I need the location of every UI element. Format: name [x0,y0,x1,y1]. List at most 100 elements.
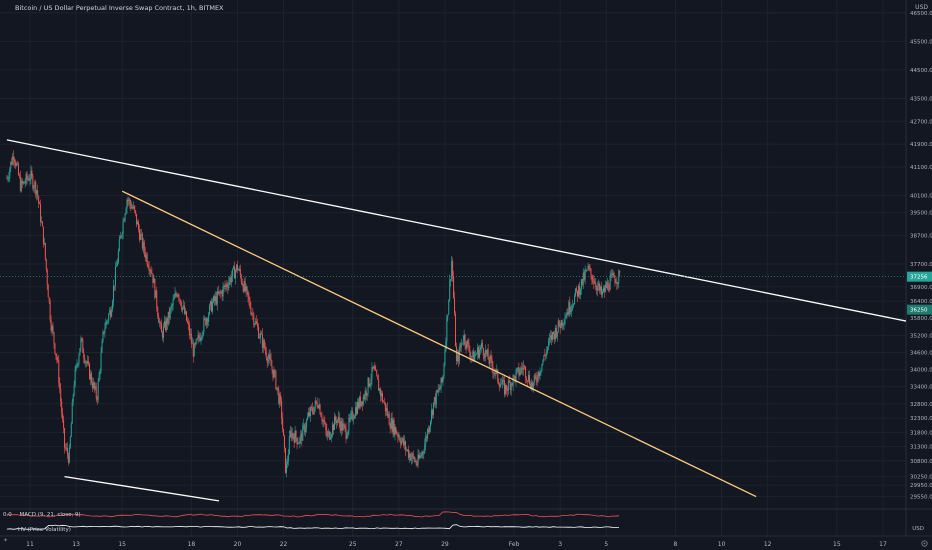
candle-body [241,282,243,286]
candle-body [16,163,18,165]
last-price-tag [907,271,932,282]
candle-body [323,420,325,423]
y-tick-label: 29950.0 [910,483,932,489]
x-tick-label: 8 [674,541,678,548]
candle-body [95,386,97,399]
candle-body [341,420,343,431]
candle-body [223,285,225,287]
candle-body [196,338,198,340]
candle-body [558,320,560,327]
candle-body [166,318,168,325]
candle-body [443,365,445,376]
gear-icon[interactable] [920,539,929,548]
candle-body [488,359,490,364]
candle-body [61,401,63,414]
candle-body [530,382,532,389]
candle-body [549,338,551,341]
hv-line [6,524,620,530]
y-tick-label: 32300.0 [910,416,932,422]
candle-body [72,394,74,403]
candle-body [595,282,597,288]
candle-body [149,270,151,272]
candle-body [183,305,185,308]
hv-legend[interactable]: HV (Price Volatility) [18,527,71,533]
candle-body [399,436,401,441]
candle-body [188,324,190,336]
candle-body [122,220,124,234]
candle-body [542,360,544,365]
candle-body [441,377,443,382]
candle-body [339,422,341,431]
candle-body [237,269,239,271]
candle-body [316,402,318,408]
candle-body [328,431,330,435]
candle-body [205,318,207,326]
candle-body [451,260,453,280]
candle-body [10,161,12,169]
candle-body [113,285,115,287]
candle-body [110,310,112,317]
x-tick-label: 15 [118,541,126,548]
y-tick-label: 41900.0 [910,142,932,148]
support-trendline [64,475,220,502]
candle-body [577,285,579,297]
candle-body [20,180,22,192]
candle-body [423,453,425,454]
candle-body [121,233,123,237]
candle-body [545,355,547,357]
candle-body [14,159,16,162]
candle-body [48,297,50,302]
candle-body [298,442,300,444]
candle-body [73,385,75,395]
candle-body [200,337,202,341]
candle-body [216,291,218,305]
candle-body [151,273,153,274]
candle-body [365,390,367,396]
candle-body [586,269,588,271]
candle-body [117,250,119,263]
candle-body [246,286,248,291]
candle-body [176,294,178,297]
candle-body [576,290,578,297]
currency-label[interactable]: USD [915,4,928,11]
candle-body [268,354,270,359]
candle-body [505,385,507,391]
candle-body [181,305,183,310]
candle-body [78,355,80,364]
candle-body [89,363,91,380]
y-tick-label: 40100.0 [910,193,932,199]
candle-body [347,431,349,437]
candle-body [582,272,584,285]
candle-body [448,299,450,315]
candle-body [429,426,431,432]
macd-value: 0.0 [3,512,12,518]
candle-body [599,283,601,291]
candle-body [356,407,358,414]
candle-body [432,402,434,416]
candle-body [278,389,280,404]
candle-body [551,335,553,340]
candle-body [24,182,26,184]
candle-body [571,305,573,311]
candle-body [469,350,471,357]
candle-body [141,234,143,249]
candle-body [164,321,166,330]
candle-body [446,316,448,342]
candle-body [58,360,60,384]
candle-body [108,314,110,321]
candle-body [235,270,237,279]
candle-body [427,429,429,439]
x-tick-label: 29 [441,541,449,548]
candle-body [154,279,156,298]
macd-label[interactable]: MACD (9, 21, close, 9) [19,512,81,518]
candle-body [257,324,259,327]
candle-body [308,412,310,417]
candle-body [226,284,228,287]
candle-body [580,279,582,291]
candle-body [426,436,428,439]
candle-body [129,199,131,204]
candle-body [219,291,221,293]
candle-body [84,357,86,363]
candle-body [212,296,214,303]
